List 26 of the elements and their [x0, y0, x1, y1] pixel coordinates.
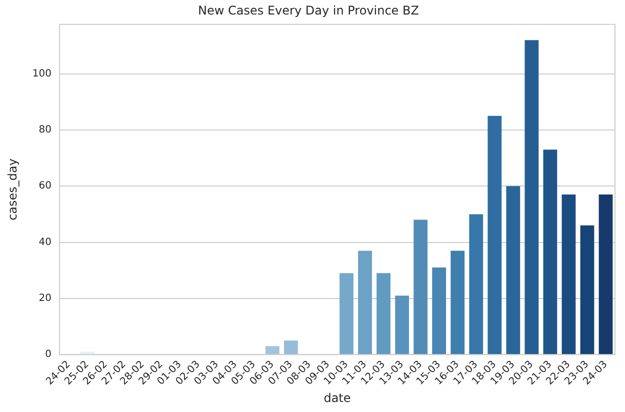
y-tick-label: 100: [32, 68, 52, 80]
bar: [395, 296, 409, 354]
bar: [580, 225, 594, 354]
bar: [543, 150, 558, 354]
bar: [598, 194, 613, 354]
bar: [414, 220, 428, 354]
y-axis-title: cases_day: [5, 158, 20, 220]
bar: [450, 250, 465, 354]
y-tick-label: 60: [38, 180, 52, 192]
y-tick-label: 0: [45, 349, 52, 360]
bar: [358, 250, 372, 354]
x-axis-title: date: [324, 390, 351, 405]
chart-title: New Cases Every Day in Province BZ: [198, 3, 419, 18]
bar: [284, 340, 298, 354]
bar: [524, 40, 539, 354]
bar: [562, 194, 576, 354]
bar: [488, 116, 502, 354]
bar: [432, 268, 446, 354]
bar: [506, 186, 520, 354]
bar: [265, 346, 280, 354]
y-tick-label: 80: [38, 124, 52, 136]
y-tick-label: 20: [38, 293, 52, 304]
bar: [340, 273, 354, 354]
y-tick-label: 40: [38, 236, 52, 248]
bar: [469, 214, 484, 354]
bar: [376, 273, 390, 354]
